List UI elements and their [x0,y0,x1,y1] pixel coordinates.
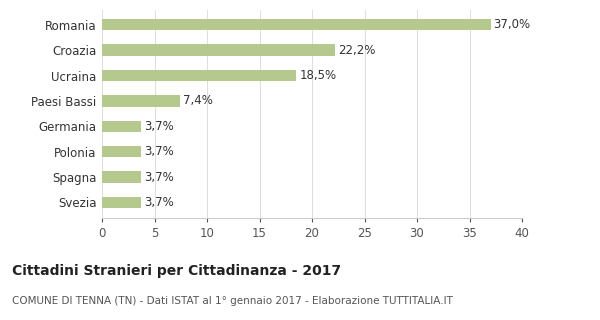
Bar [102,197,141,208]
Bar [102,19,491,30]
Text: Cittadini Stranieri per Cittadinanza - 2017: Cittadini Stranieri per Cittadinanza - 2… [12,264,341,278]
Text: COMUNE DI TENNA (TN) - Dati ISTAT al 1° gennaio 2017 - Elaborazione TUTTITALIA.I: COMUNE DI TENNA (TN) - Dati ISTAT al 1° … [12,296,453,306]
Text: 3,7%: 3,7% [144,145,174,158]
Text: 37,0%: 37,0% [494,18,531,31]
Text: 22,2%: 22,2% [338,44,376,57]
Text: 3,7%: 3,7% [144,171,174,184]
Bar [102,121,141,132]
Text: 3,7%: 3,7% [144,196,174,209]
Text: 18,5%: 18,5% [299,69,337,82]
Text: 3,7%: 3,7% [144,120,174,133]
Bar [102,44,335,56]
Bar [102,171,141,183]
Bar [102,95,180,107]
Text: 7,4%: 7,4% [183,94,213,108]
Bar [102,70,296,81]
Bar [102,146,141,157]
